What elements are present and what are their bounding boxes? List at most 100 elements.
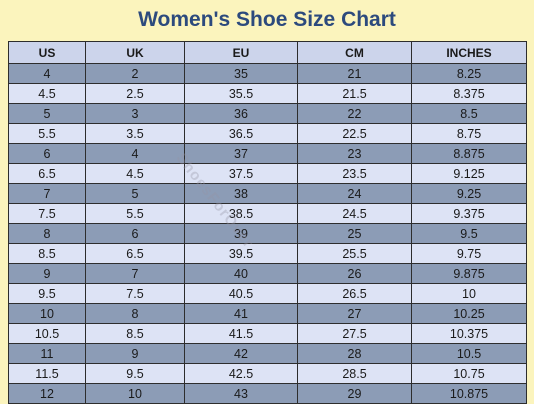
- cell-us: 10.5: [8, 323, 86, 344]
- cell-inches: 9.25: [411, 183, 527, 204]
- cell-inches: 9.125: [411, 163, 527, 184]
- table-row: 10 8 41 27 10.25: [8, 303, 527, 324]
- header-uk: UK: [85, 41, 185, 64]
- cell-cm: 26.5: [297, 283, 412, 304]
- cell-eu: 37.5: [184, 163, 298, 184]
- cell-uk: 3: [85, 103, 185, 124]
- cell-us: 11: [8, 343, 86, 364]
- cell-uk: 3.5: [85, 123, 185, 144]
- table-row: 11.5 9.5 42.5 28.5 10.75: [8, 363, 527, 384]
- table-row: 8.5 6.5 39.5 25.5 9.75: [8, 243, 527, 264]
- cell-cm: 24: [297, 183, 412, 204]
- cell-us: 4: [8, 63, 86, 84]
- cell-uk: 8: [85, 303, 185, 324]
- cell-cm: 23.5: [297, 163, 412, 184]
- cell-us: 5: [8, 103, 86, 124]
- cell-cm: 28: [297, 343, 412, 364]
- cell-uk: 10: [85, 383, 185, 404]
- cell-inches: 10.25: [411, 303, 527, 324]
- cell-us: 9.5: [8, 283, 86, 304]
- cell-cm: 29: [297, 383, 412, 404]
- cell-uk: 6.5: [85, 243, 185, 264]
- cell-inches: 10.875: [411, 383, 527, 404]
- cell-inches: 8.875: [411, 143, 527, 164]
- cell-us: 12: [8, 383, 86, 404]
- cell-inches: 8.5: [411, 103, 527, 124]
- table-row: 8 6 39 25 9.5: [8, 223, 527, 244]
- cell-us: 8.5: [8, 243, 86, 264]
- cell-uk: 8.5: [85, 323, 185, 344]
- table-row: 6 4 37 23 8.875: [8, 143, 527, 164]
- header-eu: EU: [184, 41, 298, 64]
- cell-uk: 4: [85, 143, 185, 164]
- cell-inches: 10: [411, 283, 527, 304]
- cell-us: 5.5: [8, 123, 86, 144]
- cell-cm: 22: [297, 103, 412, 124]
- cell-us: 4.5: [8, 83, 86, 104]
- cell-inches: 8.25: [411, 63, 527, 84]
- cell-us: 8: [8, 223, 86, 244]
- cell-cm: 21.5: [297, 83, 412, 104]
- cell-cm: 28.5: [297, 363, 412, 384]
- table-row: 10.5 8.5 41.5 27.5 10.375: [8, 323, 527, 344]
- cell-eu: 37: [184, 143, 298, 164]
- cell-inches: 9.375: [411, 203, 527, 224]
- cell-eu: 38: [184, 183, 298, 204]
- cell-cm: 27: [297, 303, 412, 324]
- cell-us: 11.5: [8, 363, 86, 384]
- cell-uk: 7.5: [85, 283, 185, 304]
- size-table: US UK EU CM INCHES 4 2 35 21 8.25 4.5 2.5 35.5…: [8, 41, 527, 404]
- cell-cm: 21: [297, 63, 412, 84]
- cell-cm: 26: [297, 263, 412, 284]
- cell-inches: 9.875: [411, 263, 527, 284]
- cell-us: 7: [8, 183, 86, 204]
- cell-inches: 8.75: [411, 123, 527, 144]
- table-row: 4 2 35 21 8.25: [8, 63, 527, 84]
- cell-inches: 9.5: [411, 223, 527, 244]
- cell-eu: 36: [184, 103, 298, 124]
- chart-title: Women's Shoe Size Chart: [138, 8, 396, 31]
- table-row: 6.5 4.5 37.5 23.5 9.125: [8, 163, 527, 184]
- cell-cm: 27.5: [297, 323, 412, 344]
- cell-us: 7.5: [8, 203, 86, 224]
- cell-cm: 23: [297, 143, 412, 164]
- cell-inches: 10.75: [411, 363, 527, 384]
- cell-cm: 25: [297, 223, 412, 244]
- header-cm: CM: [297, 41, 412, 64]
- cell-eu: 42.5: [184, 363, 298, 384]
- cell-us: 9: [8, 263, 86, 284]
- cell-uk: 7: [85, 263, 185, 284]
- cell-cm: 22.5: [297, 123, 412, 144]
- cell-uk: 5: [85, 183, 185, 204]
- cell-uk: 2: [85, 63, 185, 84]
- header-inches: INCHES: [411, 41, 527, 64]
- cell-us: 6.5: [8, 163, 86, 184]
- size-table-container: US UK EU CM INCHES 4 2 35 21 8.25 4.5 2.5 35.5…: [8, 41, 527, 404]
- table-row: 11 9 42 28 10.5: [8, 343, 527, 364]
- cell-uk: 9: [85, 343, 185, 364]
- cell-inches: 10.375: [411, 323, 527, 344]
- cell-eu: 39.5: [184, 243, 298, 264]
- cell-inches: 8.375: [411, 83, 527, 104]
- cell-eu: 35: [184, 63, 298, 84]
- cell-eu: 38.5: [184, 203, 298, 224]
- cell-uk: 2.5: [85, 83, 185, 104]
- cell-cm: 24.5: [297, 203, 412, 224]
- table-row: 9.5 7.5 40.5 26.5 10: [8, 283, 527, 304]
- cell-eu: 43: [184, 383, 298, 404]
- header-us: US: [8, 41, 86, 64]
- table-row: 9 7 40 26 9.875: [8, 263, 527, 284]
- cell-eu: 40.5: [184, 283, 298, 304]
- cell-eu: 39: [184, 223, 298, 244]
- cell-eu: 41: [184, 303, 298, 324]
- table-row: 7.5 5.5 38.5 24.5 9.375: [8, 203, 527, 224]
- cell-eu: 40: [184, 263, 298, 284]
- cell-eu: 35.5: [184, 83, 298, 104]
- cell-inches: 10.5: [411, 343, 527, 364]
- cell-eu: 42: [184, 343, 298, 364]
- table-row: 5.5 3.5 36.5 22.5 8.75: [8, 123, 527, 144]
- table-row: 7 5 38 24 9.25: [8, 183, 527, 204]
- cell-cm: 25.5: [297, 243, 412, 264]
- header-row: US UK EU CM INCHES: [8, 41, 527, 64]
- cell-uk: 5.5: [85, 203, 185, 224]
